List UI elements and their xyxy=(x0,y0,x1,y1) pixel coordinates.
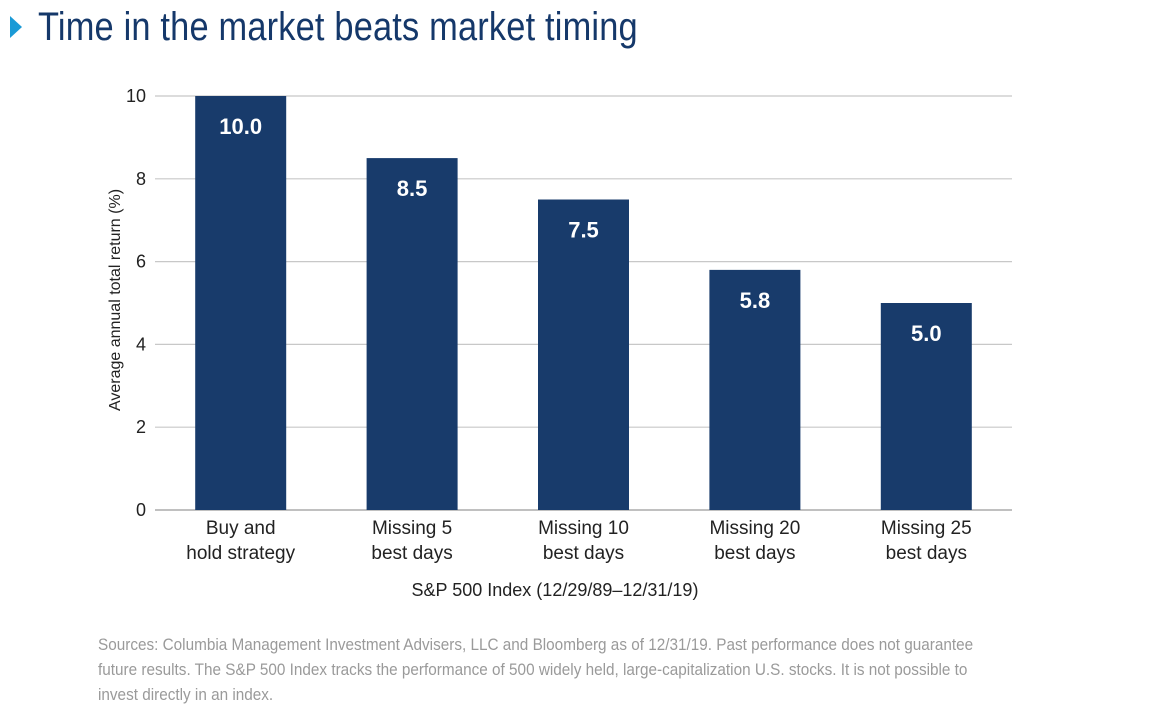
x-tick-label: Missing 20 xyxy=(709,518,800,539)
y-tick-label: 8 xyxy=(136,169,146,189)
bars xyxy=(195,96,972,510)
x-tick-label: best days xyxy=(714,543,795,564)
y-tick-label: 0 xyxy=(136,500,146,520)
bar-value-label: 8.5 xyxy=(397,176,428,201)
title-row: Time in the market beats market timing xyxy=(10,4,735,50)
x-tick-label: Missing 25 xyxy=(881,518,972,539)
bar-value-label: 5.8 xyxy=(740,288,771,313)
sources-footnote: Sources: Columbia Management Investment … xyxy=(98,635,974,704)
y-axis-label: Average annual total return (%) xyxy=(107,189,124,411)
data-labels: 10.0 8.5 7.5 5.8 5.0 xyxy=(219,114,941,346)
bar xyxy=(880,303,972,510)
page-title: Time in the market beats market timing xyxy=(38,4,638,49)
x-tick-label: best days xyxy=(886,543,967,564)
x-tick-label: Missing 5 xyxy=(372,518,452,539)
y-tick-label: 2 xyxy=(136,417,146,437)
x-axis-label: S&P 500 Index (12/29/89–12/31/19) xyxy=(412,580,699,600)
x-tick-label: Buy and xyxy=(206,518,276,539)
y-axis-ticks: 0 2 4 6 8 10 xyxy=(126,86,146,520)
y-tick-label: 10 xyxy=(126,86,146,106)
y-tick-label: 6 xyxy=(136,252,146,272)
bar-value-label: 7.5 xyxy=(568,218,599,243)
x-tick-label: hold strategy xyxy=(186,543,295,564)
x-tick-label: Missing 10 xyxy=(538,518,629,539)
bar xyxy=(709,269,801,510)
bar xyxy=(195,96,287,510)
y-tick-label: 4 xyxy=(136,334,146,354)
x-tick-label: best days xyxy=(371,543,452,564)
bar-chart: 0 2 4 6 8 10 10.0 8.5 7.5 5.8 5.0 Buy and hold str… xyxy=(107,86,1012,600)
chevron-right-icon xyxy=(10,16,22,38)
bar xyxy=(366,158,458,510)
x-tick-label: best days xyxy=(543,543,624,564)
bar xyxy=(538,199,629,510)
bar-value-label: 10.0 xyxy=(219,114,262,139)
x-axis-ticks: Buy and hold strategy Missing 5 best days Mi… xyxy=(186,518,971,564)
bar-value-label: 5.0 xyxy=(911,321,942,346)
